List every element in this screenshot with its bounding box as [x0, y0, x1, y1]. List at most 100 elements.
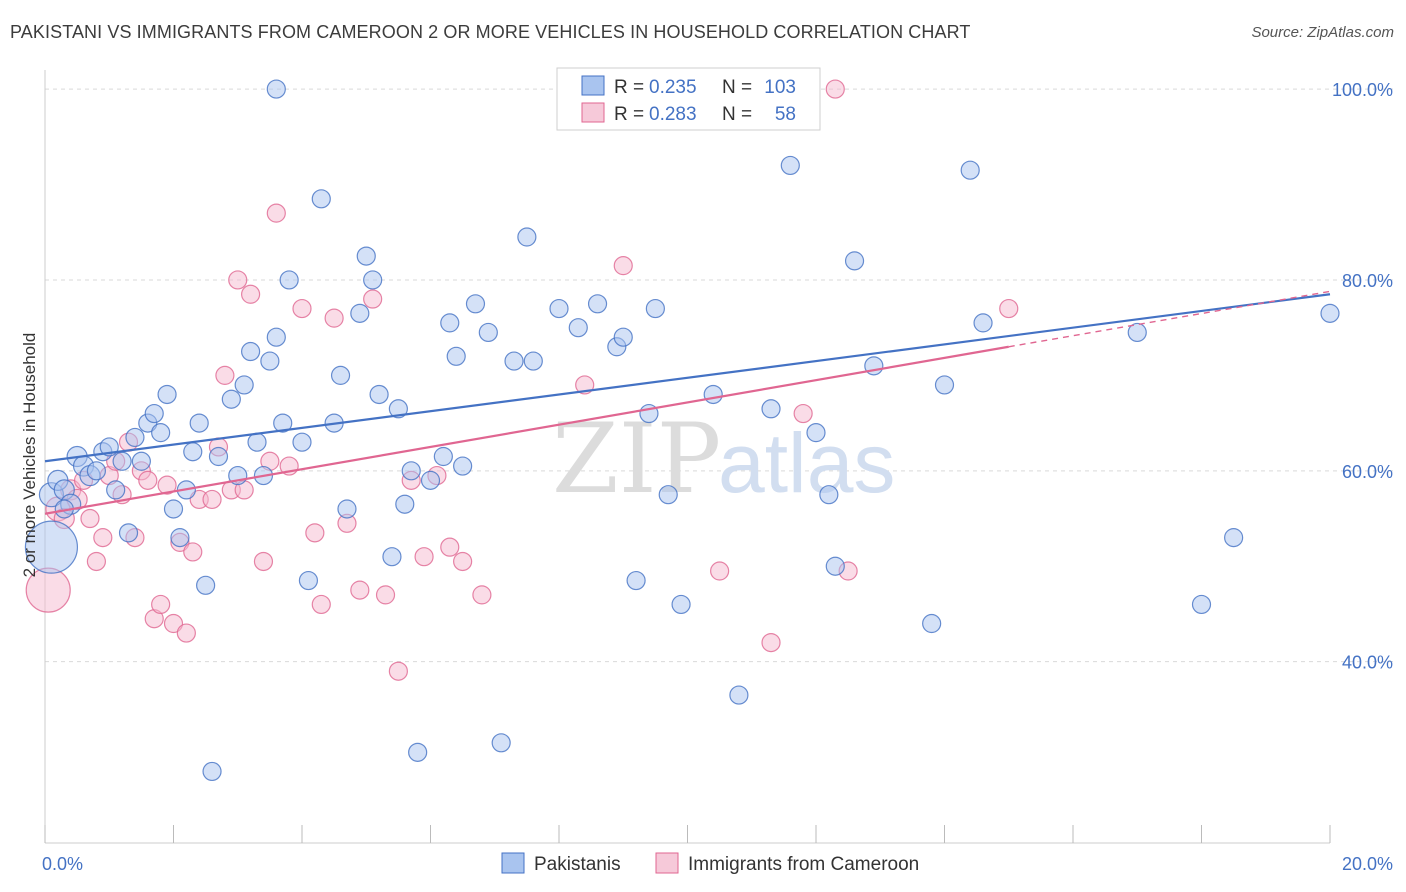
pakistanis-point: [202, 761, 222, 782]
y-tick-label: 60.0%: [1342, 462, 1393, 482]
cameroon-point: [183, 542, 203, 562]
pakistanis-point: [446, 346, 466, 366]
cameroon-point: [350, 580, 370, 600]
cameroon-point: [613, 256, 633, 276]
cameroon-point: [163, 613, 184, 634]
pakistanis-point: [125, 427, 145, 448]
cameroon-point: [253, 551, 274, 572]
cameroon-point: [80, 508, 100, 529]
x-tick-label: 0.0%: [42, 854, 83, 874]
axes: [44, 70, 1331, 844]
pakistanis-point: [440, 313, 460, 333]
cameroon-point: [176, 623, 196, 643]
legend-n-label: N =: [722, 77, 752, 98]
legend-r-value: 0.235: [649, 77, 697, 98]
trend-line-cameroon: [44, 345, 1009, 515]
pakistanis-point: [761, 399, 781, 419]
pakistanis-point: [337, 499, 357, 519]
pakistanis-point: [491, 733, 511, 753]
legend: R = 0.235 N = 103 R = 0.283 N = 58: [556, 67, 821, 131]
pakistanis-point: [279, 270, 299, 290]
legend-r-label: R =: [614, 104, 644, 125]
pakistanis-point: [453, 456, 473, 476]
cameroon-point: [761, 632, 781, 653]
y-axis-label: 2 or more Vehicles in Household: [20, 333, 39, 578]
bottom-legend-label-pakistanis: Pakistanis: [534, 854, 621, 875]
pakistanis-point: [408, 742, 428, 762]
pakistanis-point: [118, 523, 139, 543]
legend-swatch-pakistanis: [581, 75, 605, 96]
pakistanis-point: [260, 351, 280, 371]
cameroon-point: [86, 551, 107, 572]
cameroon-point: [793, 403, 813, 424]
pakistanis-point: [587, 294, 608, 314]
cameroon-point: [138, 470, 158, 490]
pakistanis-point: [163, 499, 184, 519]
pakistanis-point: [241, 341, 261, 362]
legend-r-value: 0.283: [649, 104, 697, 125]
trend-line-cameroon-extension: [1008, 290, 1331, 348]
pakistanis-point: [703, 384, 723, 405]
pakistanis-point: [196, 575, 216, 595]
pakistanis-point: [247, 432, 267, 452]
pakistanis-point: [330, 365, 351, 385]
pakistanis-point: [144, 403, 164, 424]
cameroon-point: [202, 489, 222, 510]
x-tick-labels: 0.0% 20.0%: [42, 854, 1393, 874]
cameroon-point: [440, 537, 460, 557]
cameroon-point: [228, 270, 248, 290]
cameroon-point: [266, 203, 286, 223]
pakistanis-point: [825, 556, 845, 576]
pakistanis-point: [363, 270, 383, 290]
pakistanis-point: [86, 461, 107, 481]
pakistanis-point: [234, 375, 254, 395]
cameroon-point: [311, 594, 331, 615]
cameroon-point: [388, 661, 408, 681]
pakistanis-point: [806, 423, 826, 443]
pakistanis-point: [844, 251, 865, 271]
pakistanis-point: [221, 389, 241, 409]
pakistanis-point: [523, 351, 543, 371]
legend-r-label: R =: [614, 77, 644, 98]
pakistanis-point: [780, 155, 800, 176]
pakistanis-point: [819, 485, 839, 505]
pakistanis-point: [395, 494, 415, 514]
pakistanis-point: [356, 246, 376, 266]
pakistanis-point: [549, 298, 569, 319]
trend-lines: [44, 290, 1331, 515]
cameroon-point: [825, 79, 845, 99]
pakistanis-point: [613, 327, 633, 347]
pakistanis-point: [568, 318, 588, 338]
pakistanis-point: [112, 451, 132, 471]
pakistanis-point: [266, 79, 286, 99]
bottom-legend-label-cameroon: Immigrants from Cameroon: [688, 854, 919, 875]
pakistanis-point: [922, 613, 942, 634]
cameroon-point: [414, 547, 434, 567]
bottom-legend-swatch-pakistanis: [501, 852, 525, 874]
pakistanis-point: [433, 446, 453, 467]
pakistanis-point: [420, 470, 441, 490]
pakistanis-point: [934, 375, 955, 395]
cameroon-point: [575, 375, 595, 395]
trend-line-pakistanis: [44, 293, 1331, 463]
bottom-legend-swatch-cameroon: [655, 852, 679, 874]
pakistanis-point: [131, 451, 151, 471]
pakistanis-point: [465, 294, 486, 314]
pakistanis-point: [960, 160, 980, 180]
cameroon-point: [453, 551, 473, 572]
cameroon-point: [157, 475, 177, 495]
pakistanis-point: [382, 547, 402, 567]
legend-n-value: 58: [775, 104, 796, 125]
source-credit: Source: ZipAtlas.com: [1251, 24, 1394, 41]
pakistanis-point: [973, 313, 993, 333]
pakistanis-point: [401, 461, 421, 481]
pakistanis-point: [273, 413, 293, 433]
watermark: ZIP atlas: [552, 403, 895, 515]
cameroon-point: [363, 289, 383, 309]
pakistanis-point: [189, 413, 209, 433]
pakistanis-point: [517, 227, 537, 247]
pakistanis-point: [208, 446, 229, 467]
pakistanis-point: [350, 303, 370, 323]
cameroon-point: [241, 284, 261, 304]
pakistanis-point: [645, 298, 665, 319]
